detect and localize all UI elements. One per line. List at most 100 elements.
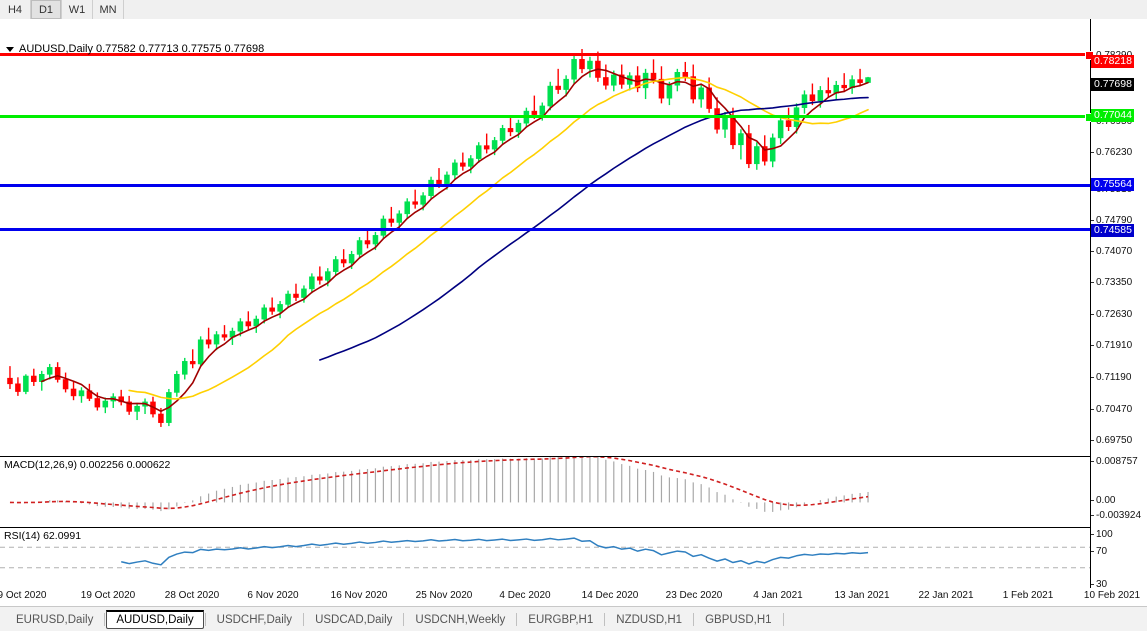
timeframe-mn[interactable]: MN <box>93 0 124 19</box>
date-axis-label: 14 Dec 2020 <box>581 590 639 601</box>
rsi-label: RSI(14) 62.0991 <box>4 530 82 542</box>
indicator-tick-label: -0.003924 <box>1096 510 1142 521</box>
tab-separator <box>516 613 518 626</box>
indicator-tick-label: 0.008757 <box>1096 456 1138 467</box>
tab-separator <box>693 613 695 626</box>
symbol-tab[interactable]: EURUSD,Daily <box>16 613 94 626</box>
price-tick-label: 0.72630 <box>1096 309 1133 320</box>
tick-mark <box>1091 499 1094 501</box>
tab-separator <box>303 613 305 626</box>
indicator-tick: 100 <box>1091 529 1113 540</box>
level-line-support-2[interactable] <box>0 228 1090 231</box>
symbol-tab-bar: EURUSD,Daily AUDUSD,Daily USDCHF,Daily USDC… <box>0 606 1147 631</box>
resistance-price-badge[interactable]: 0.78218 <box>1091 55 1134 68</box>
tick-mark <box>1091 219 1094 221</box>
price-tick: 0.74070 <box>1091 246 1132 257</box>
rsi-line <box>121 537 869 566</box>
indicator-tick: 0.008757 <box>1091 456 1138 467</box>
symbol-tab[interactable]: USDCHF,Daily <box>216 613 293 626</box>
indicator-tick: -0.003924 <box>1091 510 1141 521</box>
timeframe-toolbar: H4 D1 W1 MN <box>0 0 1147 20</box>
indicator-tick: 0.00 <box>1091 495 1115 506</box>
rsi-plot <box>0 537 1090 569</box>
price-tick: 0.76230 <box>1091 147 1132 158</box>
toolbar-filler <box>124 0 1147 19</box>
tick-mark <box>1091 460 1094 462</box>
timeframe-w1[interactable]: W1 <box>62 0 93 19</box>
symbol-tab[interactable]: GBPUSD,H1 <box>705 613 772 626</box>
date-axis-label: 6 Nov 2020 <box>247 590 299 601</box>
tab-separator <box>204 613 206 626</box>
date-axis-label: 19 Oct 2020 <box>80 590 136 601</box>
indicator-tick: 70 <box>1091 546 1107 557</box>
timeframe-d1[interactable]: D1 <box>31 0 62 19</box>
symbol-tab[interactable]: USDCAD,Daily <box>315 613 393 626</box>
price-tick-label: 0.71190 <box>1096 372 1132 383</box>
price-badge[interactable]: 0.77044 <box>1091 109 1134 122</box>
macd-label: MACD(12,26,9) 0.002256 0.000622 <box>4 459 171 471</box>
price-tick: 0.69750 <box>1091 435 1132 446</box>
symbol-tab[interactable]: NZDUSD,H1 <box>616 613 683 626</box>
tick-mark <box>1091 583 1094 585</box>
symbol-tab[interactable]: USDCNH,Weekly <box>415 613 506 626</box>
tab-separator <box>403 613 405 626</box>
tick-mark <box>1091 151 1094 153</box>
level-line-pivot[interactable] <box>0 113 1094 122</box>
indicator-tick-label: 70 <box>1096 546 1108 557</box>
price-pane[interactable] <box>0 19 1090 454</box>
tick-mark <box>1091 550 1094 552</box>
tick-mark <box>1091 408 1094 410</box>
price-axis[interactable]: 0.782900.776980.770440.769500.762300.755… <box>1091 19 1147 606</box>
tick-mark <box>1091 250 1094 252</box>
price-tick: 0.71910 <box>1091 340 1132 351</box>
tab-separator <box>104 613 106 626</box>
chevron-down-icon[interactable] <box>6 46 14 52</box>
symbol-tab[interactable]: AUDUSD,Daily <box>106 610 204 629</box>
tick-mark <box>1091 344 1094 346</box>
symbol-tab[interactable]: EURGBP,H1 <box>528 613 594 626</box>
tick-mark <box>1091 313 1094 315</box>
rsi-pane[interactable] <box>0 528 1090 589</box>
price-tick: 0.73350 <box>1091 277 1132 288</box>
chart-area[interactable]: AUDUSD,Daily 0.77582 0.77713 0.77575 0.7… <box>0 19 1147 589</box>
date-axis-label: 10 Feb 2021 <box>1083 590 1141 601</box>
price-tick-label: 0.71910 <box>1096 340 1133 351</box>
price-tick-label: 0.73350 <box>1096 277 1133 288</box>
indicator-tick-label: 0.00 <box>1096 495 1116 506</box>
symbol-header[interactable]: AUDUSD,Daily 0.77582 0.77713 0.77575 0.7… <box>6 43 264 55</box>
candlestick-plot <box>7 49 871 427</box>
macd-signal-line <box>9 457 869 510</box>
tick-mark <box>1091 533 1094 535</box>
date-axis-label: 25 Nov 2020 <box>415 590 473 601</box>
axis-separator <box>1090 19 1091 588</box>
price-tick: 0.74790 <box>1091 215 1132 226</box>
tick-mark <box>1091 514 1094 516</box>
tick-mark <box>1091 439 1094 441</box>
level-line-support-1[interactable] <box>0 184 1090 187</box>
price-tick: 0.70470 <box>1091 404 1132 415</box>
indicator-tick-label: 30 <box>1096 579 1108 590</box>
price-tick-label: 0.69750 <box>1096 435 1133 446</box>
tab-separator <box>782 613 784 626</box>
indicator-tick-label: 100 <box>1096 529 1113 540</box>
date-axis-label: 28 Oct 2020 <box>164 590 220 601</box>
price-tick: 0.72630 <box>1091 309 1132 320</box>
timeframe-h4[interactable]: H4 <box>0 0 31 19</box>
ma-fast-line <box>40 68 869 413</box>
macd-pane[interactable] <box>0 456 1090 528</box>
date-axis-label: 22 Jan 2021 <box>918 590 974 601</box>
ma-slow-line <box>319 96 869 361</box>
macd-plot <box>9 457 869 512</box>
date-axis-label: 16 Nov 2020 <box>330 590 388 601</box>
price-tick-label: 0.70470 <box>1096 404 1133 415</box>
price-tick-label: 0.74070 <box>1096 246 1133 257</box>
price-badge[interactable]: 0.75564 <box>1091 178 1134 191</box>
date-axis-label: 13 Jan 2021 <box>834 590 890 601</box>
symbol-header-text: AUDUSD,Daily 0.77582 0.77713 0.77575 0.7… <box>19 43 265 55</box>
price-tick-label: 0.76230 <box>1096 147 1133 158</box>
price-badge[interactable]: 0.74585 <box>1091 224 1134 237</box>
price-badge[interactable]: 0.77698 <box>1091 78 1134 91</box>
tick-mark <box>1091 281 1094 283</box>
macd-histogram <box>17 457 869 512</box>
indicator-tick: 30 <box>1091 579 1107 590</box>
